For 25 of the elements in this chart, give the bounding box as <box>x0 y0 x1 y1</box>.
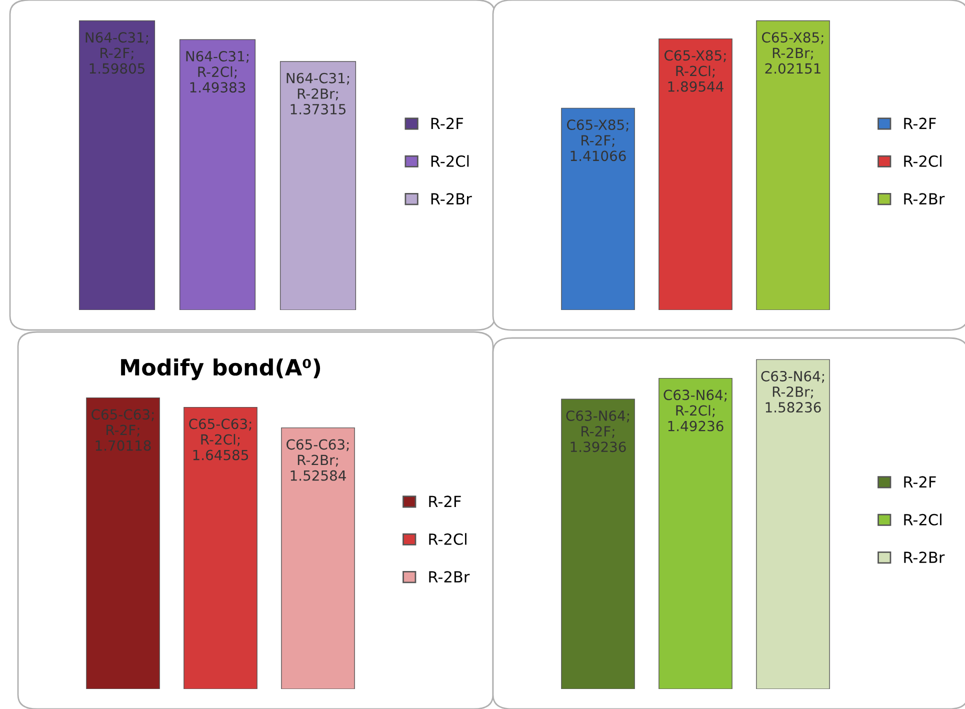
data-label: C65-X85; R-2Cl; 1.89544 <box>664 50 726 92</box>
data-label: C65-C63; R-2Br; 1.52584 <box>286 439 349 481</box>
legend-label: R-2F <box>431 118 464 130</box>
legend-label: R-2F <box>904 118 936 130</box>
data-label: C65-X85; R-2Br; 2.02151 <box>762 32 824 74</box>
chart-title: Modify bond(A⁰) <box>121 358 320 380</box>
legend-label: R-2Br <box>429 571 470 582</box>
data-label: C65-C63; R-2Cl; 1.64585 <box>189 418 252 460</box>
legend-label: R-2F <box>904 476 936 488</box>
data-label: N64-C31; R-2F; 1.59805 <box>86 32 148 74</box>
legend-label: R-2Cl <box>429 533 466 545</box>
legend-label: R-2F <box>429 496 461 508</box>
data-label: C63-N64; R-2F; 1.39236 <box>566 410 629 452</box>
legend-label: R-2Cl <box>904 514 942 526</box>
data-label: C65-C63; R-2F; 1.70118 <box>92 409 154 451</box>
data-label: C63-N64; R-2Cl; 1.49236 <box>664 390 726 432</box>
data-label: C65-X85; R-2F; 1.41066 <box>567 120 628 162</box>
legend-label: R-2Br <box>904 193 945 204</box>
legend-label: R-2Cl <box>431 155 469 167</box>
data-label: C63-N64; R-2Br; 1.58236 <box>761 370 824 413</box>
data-label: N64-C31; R-2Br; 1.37315 <box>286 72 349 114</box>
data-label: N64-C31; R-2Cl; 1.49383 <box>186 51 248 93</box>
legend-label: R-2Br <box>431 193 472 204</box>
legend-label: R-2Br <box>904 552 945 563</box>
legend-label: R-2Cl <box>904 155 942 167</box>
